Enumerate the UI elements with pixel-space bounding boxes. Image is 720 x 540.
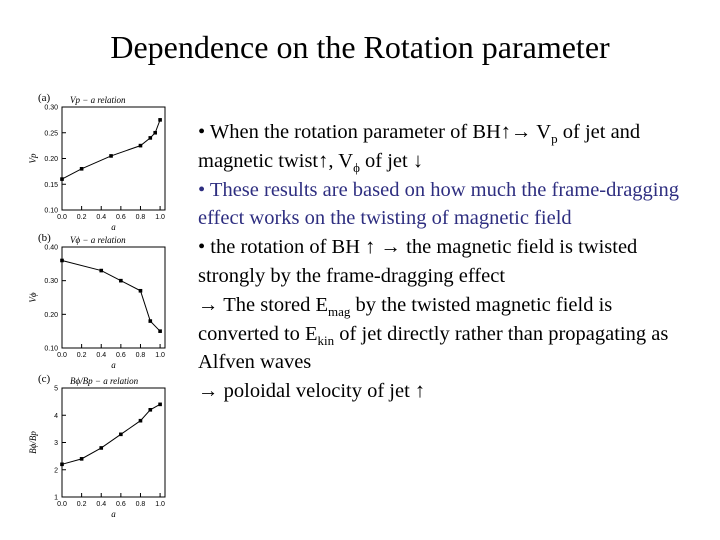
- subscript: ϕ: [353, 159, 360, 175]
- data-point: [109, 154, 113, 158]
- y-tick-label: 5: [54, 386, 58, 393]
- text-run: of jet and magnetic twist↑, V: [198, 121, 641, 172]
- text-run: → The stored E: [198, 293, 328, 316]
- x-tick-label: 1.0: [155, 501, 165, 508]
- x-tick-label: 0.2: [77, 352, 87, 359]
- data-point: [153, 130, 157, 135]
- x-tick-label: 1.0: [155, 214, 165, 221]
- data-line: [61, 259, 161, 332]
- y-tick-label: 4: [54, 413, 58, 420]
- data-point: [138, 288, 143, 293]
- chart-title: Bϕ/Bp − a relation: [70, 376, 139, 386]
- chart-title: Vp − a relation: [70, 95, 126, 105]
- slide-title: Dependence on the Rotation parameter: [110, 29, 610, 65]
- data-point: [119, 432, 123, 437]
- x-tick-label: 0.6: [116, 214, 126, 221]
- text-run: by the twisted magnetic field is convert…: [198, 293, 613, 345]
- subscript: kin: [317, 332, 335, 348]
- text-run: • These results are based on how much th…: [198, 178, 679, 230]
- bullet: → poloidal velocity of jet ↑: [198, 377, 690, 406]
- chart-title: Vϕ − a relation: [70, 235, 126, 245]
- bullet: • When the rotation parameter of BH↑→ Vp…: [198, 118, 690, 176]
- data-point: [99, 268, 104, 273]
- x-tick-label: 0.8: [136, 214, 146, 221]
- y-axis-label: Vp: [28, 153, 38, 163]
- plot-frame: [61, 387, 166, 498]
- data-point: [79, 457, 84, 461]
- x-tick-label: 0.8: [136, 501, 146, 508]
- y-tick-label: 0.25: [44, 130, 58, 137]
- x-tick-label: 0.4: [96, 214, 106, 221]
- y-tick-label: 0.20: [44, 312, 58, 319]
- x-tick-label: 0.2: [77, 501, 87, 508]
- x-axis-label: a: [111, 509, 116, 519]
- data-line: [61, 403, 161, 465]
- x-tick-label: 0.0: [57, 352, 67, 359]
- panel-label: (a): [38, 92, 51, 104]
- text-run: of jet directly rather than propagating …: [198, 322, 669, 374]
- data-point: [99, 446, 104, 450]
- bullet: → The stored Emag by the twisted magneti…: [198, 291, 690, 377]
- plot-frame: [61, 106, 166, 211]
- data-point: [119, 278, 123, 283]
- data-point: [60, 177, 64, 181]
- subscript: mag: [328, 303, 351, 319]
- data-point: [138, 143, 143, 148]
- text-run: → poloidal velocity of jet ↑: [198, 380, 426, 403]
- x-tick-label: 1.0: [155, 352, 165, 359]
- data-point: [158, 402, 162, 407]
- data-point: [60, 258, 64, 263]
- y-tick-label: 0.30: [44, 278, 58, 285]
- text-run: of jet ↓: [359, 149, 424, 172]
- y-tick-label: 0.10: [44, 208, 58, 215]
- x-tick-label: 0.4: [96, 501, 106, 508]
- y-tick-label: 0.10: [44, 346, 58, 353]
- bullet-text: • When the rotation parameter of BH↑→ Vp…: [198, 118, 690, 406]
- data-point: [79, 167, 84, 171]
- x-tick-label: 0.6: [116, 352, 126, 359]
- x-axis-label: a: [111, 222, 116, 232]
- panel-label: (b): [38, 232, 51, 244]
- data-point: [158, 118, 162, 122]
- y-axis-label: Bϕ/Bp: [28, 431, 38, 454]
- bullet: • the rotation of BH ↑ → the magnetic fi…: [198, 233, 690, 291]
- x-axis-label: a: [111, 360, 116, 370]
- subscript: p: [551, 131, 558, 147]
- text-run: • the rotation of BH ↑ → the magnetic fi…: [198, 236, 638, 287]
- y-axis-label: Vϕ: [28, 292, 38, 302]
- bullet: • These results are based on how much th…: [198, 176, 690, 234]
- x-tick-label: 0.0: [57, 501, 67, 508]
- y-tick-label: 0.20: [44, 156, 58, 163]
- panel-label: (c): [38, 373, 51, 385]
- data-point: [148, 408, 153, 412]
- y-tick-label: 0.30: [44, 105, 58, 112]
- text-run: • When the rotation parameter of BH↑→ V: [198, 121, 552, 143]
- data-point: [148, 319, 153, 323]
- y-tick-label: 2: [54, 467, 58, 474]
- x-tick-label: 0.4: [96, 352, 106, 359]
- plot-frame: [61, 246, 166, 349]
- x-tick-label: 0.2: [77, 214, 87, 221]
- y-tick-label: 1: [54, 495, 58, 502]
- x-tick-label: 0.0: [57, 214, 67, 221]
- data-point: [158, 329, 162, 333]
- data-point: [148, 136, 153, 140]
- y-tick-label: 0.15: [44, 182, 58, 189]
- y-tick-label: 3: [54, 440, 58, 447]
- x-tick-label: 0.6: [116, 501, 126, 508]
- x-tick-label: 0.8: [136, 352, 146, 359]
- y-tick-label: 0.40: [44, 245, 58, 252]
- data-line: [61, 119, 161, 180]
- data-point: [60, 462, 64, 467]
- data-point: [138, 418, 143, 423]
